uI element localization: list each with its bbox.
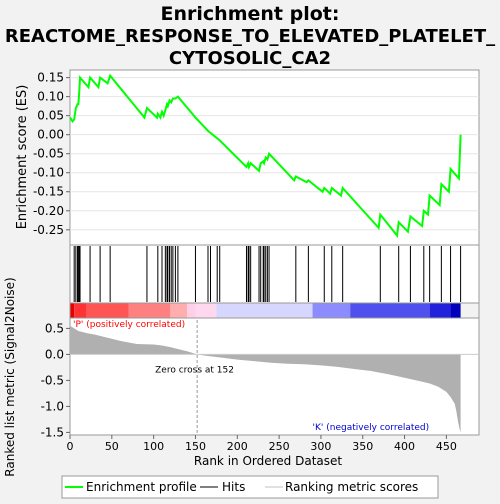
legend-item-ranking-metric: Ranking metric scores [265,480,418,494]
heat-bar-segment [86,303,129,318]
heat-bar-segment [312,303,351,318]
x-tick-label: 300 [310,440,331,453]
positively-correlated-label: 'P' (positively correlated) [73,320,185,330]
es-tick-label: 0.00 [37,128,64,142]
negatively-correlated-label: 'K' (negatively correlated) [313,423,430,433]
title-line-3: CYTOSOLIC_CA2 [169,48,331,69]
es-tick-label: 0.10 [37,90,64,104]
x-tick-label: 400 [394,440,415,453]
x-tick-label: 350 [352,440,373,453]
heat-bar-segment [187,303,196,318]
legend-label-enrichment-profile: Enrichment profile [86,480,197,494]
x-tick-label: 450 [436,440,457,453]
es-tick-label: -0.15 [33,185,64,199]
es-grid [70,77,479,231]
es-tick-label: 0.05 [37,109,64,123]
es-y-ticks: 0.15 0.10 0.05 0.00 -0.05 -0.10 -0.15 -0.20 -0.2… [33,71,70,237]
heat-bar-segment [74,303,87,318]
legend-item-hits: Hits [200,480,245,494]
heat-bar-segment [450,303,461,318]
heat-bar-segment [170,303,188,318]
hits-panel [69,244,480,304]
metric-tick-label: -1.0 [41,399,64,413]
x-tick-label: 150 [185,440,206,453]
rank-heat-bar [69,302,480,319]
metric-tick-label: -1.5 [41,425,64,439]
es-tick-label: 0.15 [37,71,64,85]
x-tick-label: 0 [67,440,74,453]
x-tick-label: 100 [143,440,164,453]
metric-y-ticks: 0.5 0.0 -0.5 -1.0 -1.5 [41,321,70,439]
x-axis-label: Rank in Ordered Dataset [194,454,342,468]
heat-bar-segment [195,303,217,318]
es-tick-label: -0.05 [33,147,64,161]
heat-bar-segment [128,303,171,318]
metric-y-axis-label: Ranked list metric (Signal2Noise) [3,277,17,476]
heat-bar-segment [429,303,451,318]
heat-bar-segment [216,303,313,318]
x-tick-label: 200 [227,440,248,453]
x-axis-ticks: 0 50 100 150 200 250 300 350 400 450 [67,435,457,453]
metric-tick-label: 0.5 [45,321,64,335]
heat-bar-segment [350,303,430,318]
es-y-axis-label: Enrichment score (ES) [15,85,30,230]
es-tick-label: -0.20 [33,204,64,218]
heat-bar-segment [70,303,75,318]
enrichment-profile-line [69,73,462,238]
zero-cross-label: Zero cross at 152 [155,366,234,376]
legend-label-hits: Hits [222,480,245,494]
hit-markers [73,246,462,302]
legend-item-enrichment-profile: Enrichment profile [65,480,197,494]
metric-tick-label: -0.5 [41,373,64,387]
title-line-2: REACTOME_RESPONSE_TO_ELEVATED_PLATELET_ [5,26,495,47]
legend-box [61,475,439,499]
x-tick-label: 250 [269,440,290,453]
title-line-1: Enrichment plot: [161,3,340,25]
x-tick-label: 50 [105,440,119,453]
metric-tick-label: 0.0 [45,347,64,361]
legend-label-ranking-metric: Ranking metric scores [285,480,418,494]
es-tick-label: -0.10 [33,166,64,180]
ranking-metric-area [70,325,461,433]
es-tick-label: -0.25 [33,223,64,237]
